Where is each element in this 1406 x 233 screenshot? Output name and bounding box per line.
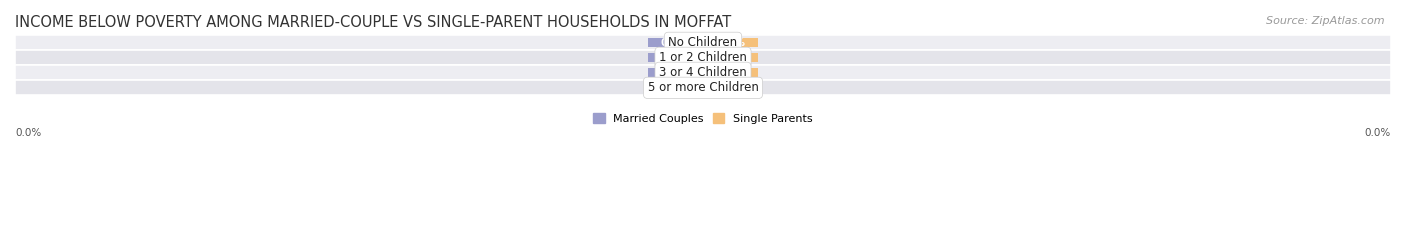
Text: 0.0%: 0.0% [661,83,690,93]
Text: No Children: No Children [668,36,738,49]
Text: 0.0%: 0.0% [716,68,745,78]
Bar [15,50,1391,65]
Text: 5 or more Children: 5 or more Children [648,81,758,94]
Bar [648,53,703,62]
Bar [703,38,758,48]
Text: 0.0%: 0.0% [1365,128,1391,138]
Text: 0.0%: 0.0% [661,38,690,48]
Text: 0.0%: 0.0% [716,83,745,93]
Text: 0.0%: 0.0% [661,53,690,63]
Bar [703,83,758,93]
Text: Source: ZipAtlas.com: Source: ZipAtlas.com [1267,16,1385,26]
Text: 1 or 2 Children: 1 or 2 Children [659,51,747,64]
Text: 3 or 4 Children: 3 or 4 Children [659,66,747,79]
Legend: Married Couples, Single Parents: Married Couples, Single Parents [593,113,813,124]
Bar [703,53,758,62]
Bar [648,83,703,93]
Text: 0.0%: 0.0% [716,38,745,48]
Text: 0.0%: 0.0% [15,128,41,138]
Bar [15,65,1391,80]
Text: 0.0%: 0.0% [716,53,745,63]
Bar [648,68,703,77]
Bar [15,35,1391,50]
Text: INCOME BELOW POVERTY AMONG MARRIED-COUPLE VS SINGLE-PARENT HOUSEHOLDS IN MOFFAT: INCOME BELOW POVERTY AMONG MARRIED-COUPL… [15,15,731,30]
Bar [15,80,1391,95]
Bar [703,68,758,77]
Text: 0.0%: 0.0% [661,68,690,78]
Bar [648,38,703,48]
